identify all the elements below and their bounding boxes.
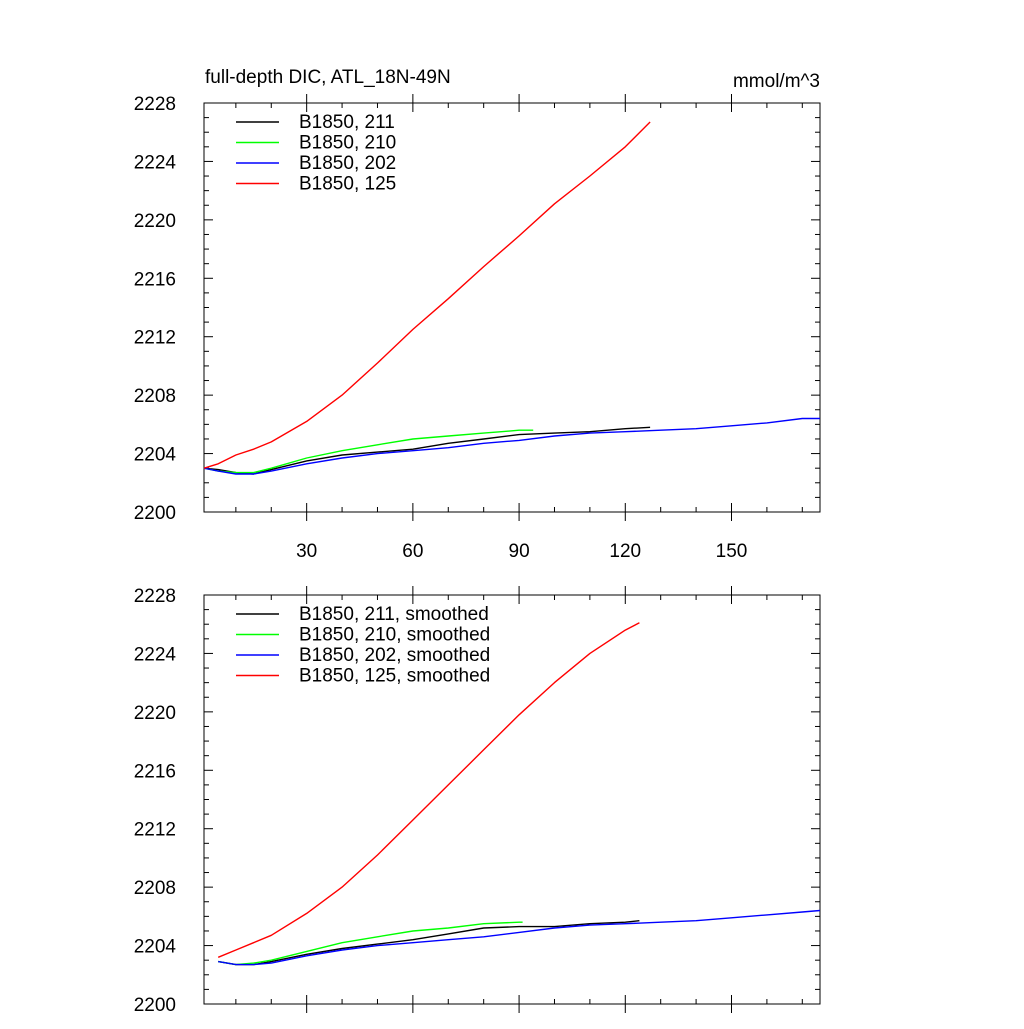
y-tick-label: 2216 [134,761,176,782]
legend-label: B1850, 125 [299,174,396,195]
y-tick-label: 2212 [134,820,176,841]
y-tick-label: 2228 [134,586,176,607]
legend-label: B1850, 211, smoothed [299,604,489,625]
legend-label: B1850, 202, smoothed [299,645,490,666]
x-tick-label: 60 [402,541,423,562]
y-tick-label: 2220 [134,211,176,232]
x-tick-label: 90 [509,541,530,562]
legend-label: B1850, 202 [299,153,396,174]
y-tick-label: 2208 [134,386,176,407]
unit-label: mmol/m^3 [733,71,820,92]
y-tick-label: 2200 [134,995,176,1016]
x-tick-label: 150 [716,541,748,562]
x-tick-label: 120 [609,541,641,562]
plot-frame [203,102,821,513]
y-tick-label: 2200 [134,503,176,524]
y-tick-label: 2212 [134,328,176,349]
legend-label: B1850, 210 [299,133,396,154]
plot-frame [203,594,821,1005]
series-line-b1850-125-smoothed [217,622,640,958]
series-line-b1850-202-smoothed [218,909,821,966]
y-tick-label: 2216 [134,269,176,290]
series-line-b1850-210 [203,429,534,474]
legend-label: B1850, 211 [299,112,395,133]
legend-label: B1850, 210, smoothed [299,625,490,646]
y-tick-label: 2220 [134,703,176,724]
chart-title: full-depth DIC, ATL_18N-49N [205,67,451,88]
series-line-b1850-210-smoothed [218,921,523,966]
y-tick-label: 2204 [134,445,177,466]
top-panel: 2200 2204 2208 2212 2216 2220 2224 2228 30 60 90 12… [134,94,821,562]
y-tick-label: 2208 [134,878,176,899]
y-tick-label: 2204 [134,937,177,958]
bottom-panel: 2200 2204 2208 2212 2216 2220 2224 2228 B1850, 2… [134,586,821,1016]
x-tick-label: 30 [296,541,317,562]
y-tick-label: 2224 [134,152,177,173]
y-tick-label: 2228 [134,94,176,115]
series-line-b1850-202 [203,417,820,475]
series-line-b1850-125 [203,121,651,469]
legend-label: B1850, 125, smoothed [299,666,490,687]
y-tick-label: 2224 [134,644,177,665]
